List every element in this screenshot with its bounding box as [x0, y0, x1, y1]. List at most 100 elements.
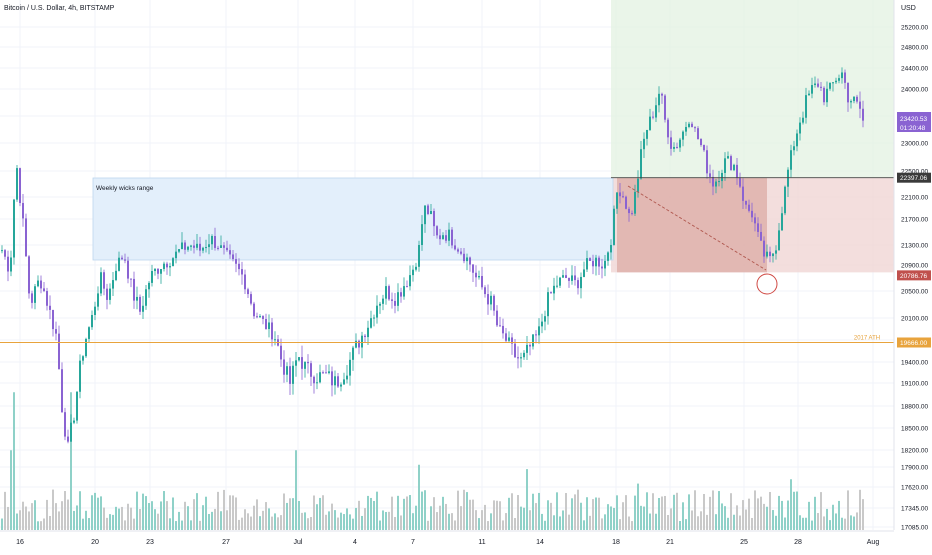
candle-body — [355, 340, 357, 348]
volume-bar — [718, 491, 720, 530]
candle-body — [616, 192, 618, 209]
candle-body — [430, 211, 432, 214]
volume-bar — [859, 489, 861, 530]
volume-bar — [421, 491, 423, 530]
candle-body — [256, 316, 258, 318]
candle-body — [778, 230, 780, 251]
volume-bar — [607, 504, 609, 530]
candle-body — [499, 325, 501, 327]
candle-body — [187, 246, 189, 250]
volume-bar — [760, 496, 762, 530]
volume-bar — [790, 479, 792, 530]
candle-body — [202, 247, 204, 251]
volume-bar — [472, 499, 474, 530]
candle-body — [112, 280, 114, 289]
candle-body — [154, 268, 156, 272]
volume-bar — [346, 508, 348, 530]
candle-body — [535, 334, 537, 336]
candle-body — [709, 173, 711, 177]
candle-body — [16, 168, 18, 200]
overlay-drawings[interactable]: 2017 ATH Weekly wicks range — [0, 177, 894, 343]
volume-bar — [364, 508, 366, 530]
candle-body — [835, 80, 837, 83]
volume-bar — [76, 505, 78, 530]
volume-bar — [286, 502, 288, 530]
price-axis[interactable]: 25200.0024800.0024400.0024000.0023600.00… — [893, 0, 932, 550]
candle-body — [178, 249, 180, 252]
candle-body — [766, 251, 768, 257]
candle-body — [22, 203, 24, 219]
candle-body — [166, 263, 168, 268]
volume-bar — [391, 496, 393, 530]
volume-bar — [601, 518, 603, 530]
candle-body — [391, 299, 393, 301]
candle-body — [229, 250, 231, 255]
time-axis[interactable]: 16 20 23 27 Jul 4 7 11 14 18 21 25 28 Aug — [0, 530, 894, 550]
volume-bar — [211, 511, 213, 530]
volume-bar — [637, 483, 639, 530]
volume-bar — [661, 496, 663, 530]
candle-body — [274, 339, 276, 341]
candle-body — [742, 186, 744, 201]
candle-body — [286, 366, 288, 375]
volume-bar — [685, 519, 687, 530]
volume-bar — [793, 491, 795, 530]
candle-body — [247, 289, 249, 295]
volume-bar — [124, 520, 126, 530]
volume-bar — [148, 503, 150, 530]
candle-body — [253, 303, 255, 317]
volume-bar — [400, 515, 402, 530]
volume-bar — [457, 490, 459, 530]
candle-body — [331, 371, 333, 386]
volume-bar — [514, 518, 516, 530]
volume-bar — [832, 504, 834, 530]
candle-body — [46, 291, 48, 306]
range-box-label: Weekly wicks range — [96, 185, 154, 192]
candle-body — [802, 117, 804, 123]
volume-bar — [673, 494, 675, 530]
candle-body — [622, 196, 624, 198]
volume-bar — [817, 513, 819, 530]
volume-bar — [613, 507, 615, 530]
candle-body — [70, 422, 72, 442]
candle-body — [91, 314, 93, 328]
candle-body — [487, 294, 489, 305]
candle-body — [529, 344, 531, 347]
price-tick-label: 17900.00 — [901, 465, 928, 472]
price-tick-label: 22500.00 — [901, 169, 928, 176]
price-tick-label: 19400.00 — [901, 360, 928, 367]
volume-bar — [259, 516, 261, 530]
volume-bar — [178, 511, 180, 530]
volume-bar — [394, 517, 396, 530]
candle-body — [610, 244, 612, 253]
candle-body — [292, 365, 294, 384]
candle-body — [418, 245, 420, 267]
candle-body — [853, 96, 855, 102]
volume-bar — [727, 517, 729, 530]
volume-bar — [787, 500, 789, 530]
candle-body — [181, 242, 183, 250]
candle-body — [619, 192, 621, 197]
volume-bar — [580, 502, 582, 530]
volume-bar — [814, 496, 816, 530]
candle-body — [508, 337, 510, 341]
candle-body — [514, 343, 516, 358]
volume-bar — [475, 510, 477, 530]
candle-body — [733, 164, 735, 171]
volume-bar — [145, 496, 147, 530]
candle-body — [94, 306, 96, 315]
volume-bar — [199, 520, 201, 530]
candle-body — [322, 372, 324, 374]
volume-bar — [160, 501, 162, 530]
candle-body — [130, 278, 132, 280]
candle-body — [133, 278, 135, 301]
price-tick-label: 20500.00 — [901, 289, 928, 296]
candle-body — [211, 236, 213, 245]
volume-bar — [382, 510, 384, 530]
candle-body — [379, 303, 381, 306]
candle-body — [772, 253, 774, 257]
volume-bar — [292, 498, 294, 530]
candle-body — [580, 276, 582, 289]
